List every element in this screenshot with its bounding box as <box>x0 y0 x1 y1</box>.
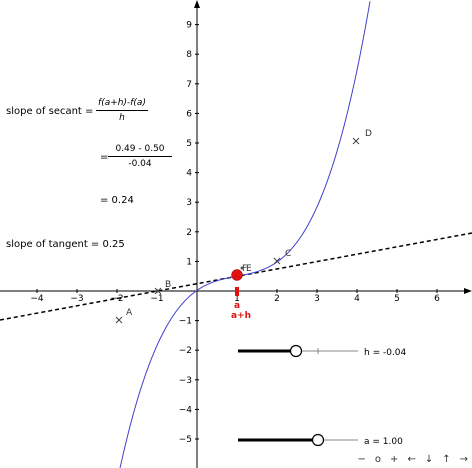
view-navigation: − o + ← ↓ ↑ → <box>358 454 468 465</box>
y-tick-label: −4 <box>179 405 193 415</box>
point-a-label: A <box>126 308 133 318</box>
secant-formula: f(a+h)-f(a) h <box>96 98 148 123</box>
y-tick-label: −2 <box>179 346 192 356</box>
secant-formula-denominator: h <box>119 113 125 123</box>
pan-up-button[interactable]: ↑ <box>442 454 451 465</box>
x-tick-label: 6 <box>434 294 440 304</box>
point-c[interactable] <box>273 257 281 265</box>
y-tick-label: −5 <box>179 435 192 445</box>
secant-equals: = <box>100 152 109 163</box>
secant-label: slope of secant = <box>6 106 94 117</box>
point-d-label: D <box>365 129 372 139</box>
pan-right-button[interactable]: → <box>459 454 468 465</box>
point-f-label: F <box>242 264 247 274</box>
y-tick-label: 8 <box>186 50 192 60</box>
point-b[interactable] <box>154 287 162 295</box>
y-tick-label: 9 <box>186 21 192 31</box>
slider-a[interactable] <box>238 433 358 447</box>
y-tick-label: 5 <box>186 139 192 149</box>
secant-values-numerator: 0.49 - 0.50 <box>108 144 172 157</box>
x-tick-label: 5 <box>394 294 400 304</box>
y-tick-label: 3 <box>186 198 192 208</box>
x-tick-label: 1 <box>234 294 240 304</box>
reset-view-button[interactable]: o <box>374 454 382 465</box>
slider-h[interactable] <box>238 344 358 358</box>
point-a[interactable] <box>115 316 123 324</box>
secant-values: 0.49 - 0.50 -0.04 <box>108 144 172 169</box>
x-tick-label: −4 <box>30 294 44 304</box>
y-tick-label: −1 <box>179 317 192 327</box>
tangent-label: slope of tangent = 0.25 <box>6 239 125 250</box>
function-curve[interactable] <box>118 1 371 468</box>
x-tick-label: −1 <box>150 294 163 304</box>
x-tick-label: 4 <box>354 294 360 304</box>
point-e-label: E <box>246 264 252 274</box>
zoom-out-button[interactable]: − <box>357 454 366 465</box>
point-d[interactable] <box>352 137 360 145</box>
pan-left-button[interactable]: ← <box>407 454 416 465</box>
ah-label: a+h <box>231 311 251 321</box>
y-tick-label: −3 <box>179 376 192 386</box>
slider-a-label: a = 1.00 <box>364 437 403 447</box>
y-tick-label: 6 <box>186 109 192 119</box>
slider-a-knob[interactable] <box>311 433 325 447</box>
x-axis-arrow <box>464 288 472 294</box>
secant-values-denominator: -0.04 <box>128 159 152 169</box>
slider-h-knob[interactable] <box>289 344 303 358</box>
x-tick-label: −2 <box>110 294 123 304</box>
slider-h-label: h = -0.04 <box>364 348 407 358</box>
y-tick-label: 7 <box>186 80 192 90</box>
point-c-label: C <box>285 249 291 259</box>
x-tick-label: 2 <box>274 294 280 304</box>
zoom-in-button[interactable]: + <box>390 454 399 465</box>
y-tick-label: 2 <box>186 228 192 238</box>
secant-formula-numerator: f(a+h)-f(a) <box>96 98 148 111</box>
x-tick-label: 3 <box>314 294 320 304</box>
y-axis-arrow <box>194 0 200 8</box>
a-label: a <box>234 301 240 311</box>
point-e-marker[interactable] <box>240 266 244 270</box>
pan-down-button[interactable]: ↓ <box>424 454 434 465</box>
x-tick-label: −3 <box>70 294 83 304</box>
y-tick-label: 1 <box>186 257 192 267</box>
y-tick-label: 4 <box>186 169 192 179</box>
point-b-label: B <box>165 280 171 290</box>
point-on-curve[interactable] <box>231 269 243 281</box>
secant-result: = 0.24 <box>100 195 134 206</box>
